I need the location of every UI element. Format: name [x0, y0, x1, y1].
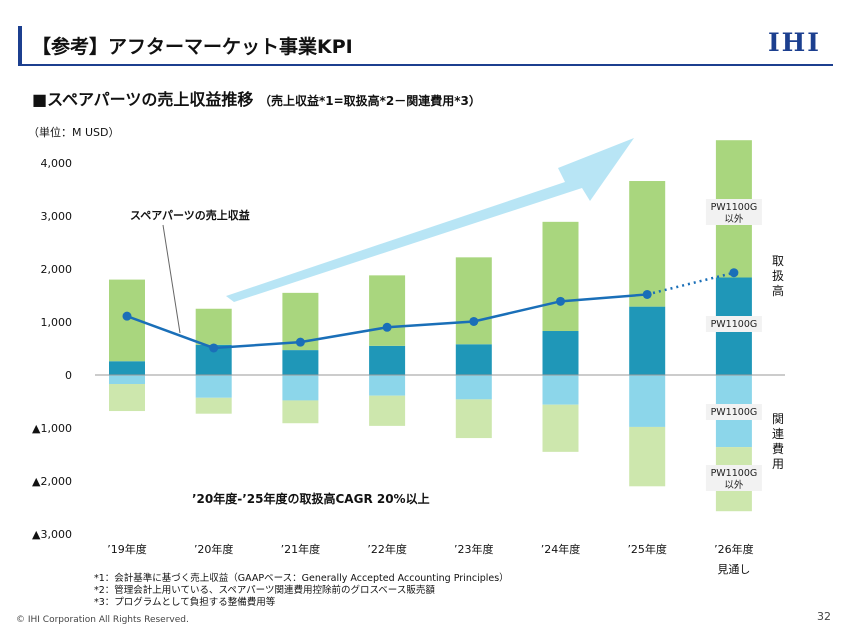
bar-handling-pw1100g	[282, 350, 319, 375]
y-tick-label: 0	[65, 369, 72, 382]
callout-pw1100g-handling-box	[705, 316, 762, 332]
x-tick-label: ’21年度	[281, 542, 321, 556]
trend-arrow	[226, 138, 634, 302]
x-tick-label: ’24年度	[541, 542, 581, 556]
bar-cost-pw1100g	[455, 375, 492, 400]
bar-handling-other	[195, 308, 232, 345]
bar-cost-other	[109, 384, 145, 412]
bar-handling-other	[369, 275, 406, 346]
side-label-handling: 扱	[772, 269, 784, 283]
callout-pw1100g-other-handling-box	[705, 199, 762, 225]
y-tick-label: 4,000	[41, 157, 73, 170]
side-label-handling: 高	[772, 283, 784, 298]
bar-cost-pw1100g	[282, 375, 319, 401]
bar-cost-other	[369, 395, 406, 426]
copyright: © IHI Corporation All Rights Reserved.	[16, 615, 189, 625]
revenue-point	[382, 322, 392, 332]
title-bar: 【参考】アフターマーケット事業KPI IHI	[18, 26, 833, 66]
page-number: 32	[817, 610, 831, 623]
x-tick-label: ’25年度	[627, 542, 667, 556]
bar-cost-pw1100g	[109, 375, 145, 385]
bar-handling-pw1100g	[455, 344, 492, 375]
bar-handling-pw1100g	[629, 306, 666, 375]
x-tick-label: ’19年度	[107, 542, 147, 556]
subtitle-main: ■スペアパーツの売上収益推移	[32, 90, 254, 109]
side-label-costs: 連	[772, 427, 784, 441]
y-tick-label: 3,000	[41, 210, 73, 223]
revenue-point	[295, 337, 305, 347]
bar-cost-other	[282, 400, 319, 424]
ihi-logo: IHI	[767, 28, 821, 57]
callout-pw1100g-other-cost-text: 以外	[724, 479, 744, 491]
callout-pw1100g-other-cost-box	[705, 465, 762, 491]
revenue-point	[729, 268, 739, 278]
unit-label: （単位：M USD）	[28, 125, 120, 139]
revenue-point	[122, 311, 132, 321]
callout-pw1100g-cost-text: PW1100G	[711, 407, 758, 418]
bar-handling-other	[455, 257, 492, 345]
revenue-point	[556, 296, 565, 306]
bar-cost-other	[629, 426, 666, 487]
series-leader-line	[162, 224, 181, 334]
bar-cost-pw1100g	[195, 375, 232, 398]
x-tick-label: ’22年度	[367, 542, 407, 556]
bar-handling-pw1100g	[369, 345, 406, 375]
footnote-2: *2：管理会計上用いている、スペアパーツ関連費用控除前のグロスベース販売額	[94, 585, 435, 596]
side-label-handling: 取	[772, 254, 784, 268]
bar-cost-other	[455, 399, 492, 439]
revenue-point	[642, 289, 652, 299]
side-label-costs: 関	[772, 412, 784, 426]
callout-pw1100g-other-cost-text: PW1100G	[711, 468, 758, 479]
page-title: 【参考】アフターマーケット事業KPI	[32, 36, 353, 58]
chart-subtitle: ■スペアパーツの売上収益推移 （売上収益*1=取扱高*2－関連費用*3）	[32, 86, 481, 110]
revenue-point	[469, 316, 479, 326]
bar-cost-other	[195, 397, 232, 414]
bar-cost-pw1100g	[629, 375, 666, 427]
footnote-3: *3：プログラムとして負担する整備費用等	[94, 597, 276, 608]
bar-handling-other	[542, 221, 579, 332]
y-tick-label: ▲2,000	[32, 475, 72, 488]
callout-pw1100g-other-handling-text: PW1100G	[711, 202, 758, 213]
side-label-costs: 費	[772, 441, 784, 456]
y-tick-label: ▲1,000	[32, 422, 72, 435]
x-tick-label: ’26年度	[714, 542, 754, 556]
x-tick-label: ’20年度	[194, 542, 234, 556]
callout-pw1100g-cost-box	[705, 404, 762, 420]
y-tick-label: 1,000	[41, 316, 73, 329]
bar-cost-other	[542, 404, 579, 452]
x-tick-label: ’23年度	[454, 542, 494, 556]
subtitle-note: （売上収益*1=取扱高*2－関連費用*3）	[258, 94, 481, 108]
y-tick-label: ▲3,000	[32, 528, 72, 541]
cagr-annotation: ’20年度-’25年度の取扱高CAGR 20%以上	[192, 491, 430, 506]
callout-pw1100g-other-handling-text: 以外	[724, 213, 744, 225]
callout-pw1100g-handling-text: PW1100G	[711, 319, 758, 330]
series-label: スペアパーツの売上収益	[130, 208, 250, 222]
bar-handling-other	[629, 181, 666, 307]
bar-cost-pw1100g	[369, 375, 406, 396]
forecast-label: 見通し	[717, 563, 750, 576]
side-label-costs: 用	[772, 457, 784, 471]
bar-cost-pw1100g	[542, 375, 579, 405]
revenue-point	[209, 343, 219, 353]
footnotes: *1：会計基準に基づく売上収益（GAAPベース：Generally Accept…	[94, 573, 509, 609]
bar-handling-pw1100g	[109, 361, 145, 375]
y-tick-label: 2,000	[41, 263, 73, 276]
footnote-1: *1：会計基準に基づく売上収益（GAAPベース：Generally Accept…	[94, 573, 509, 584]
bar-handling-pw1100g	[542, 331, 579, 375]
